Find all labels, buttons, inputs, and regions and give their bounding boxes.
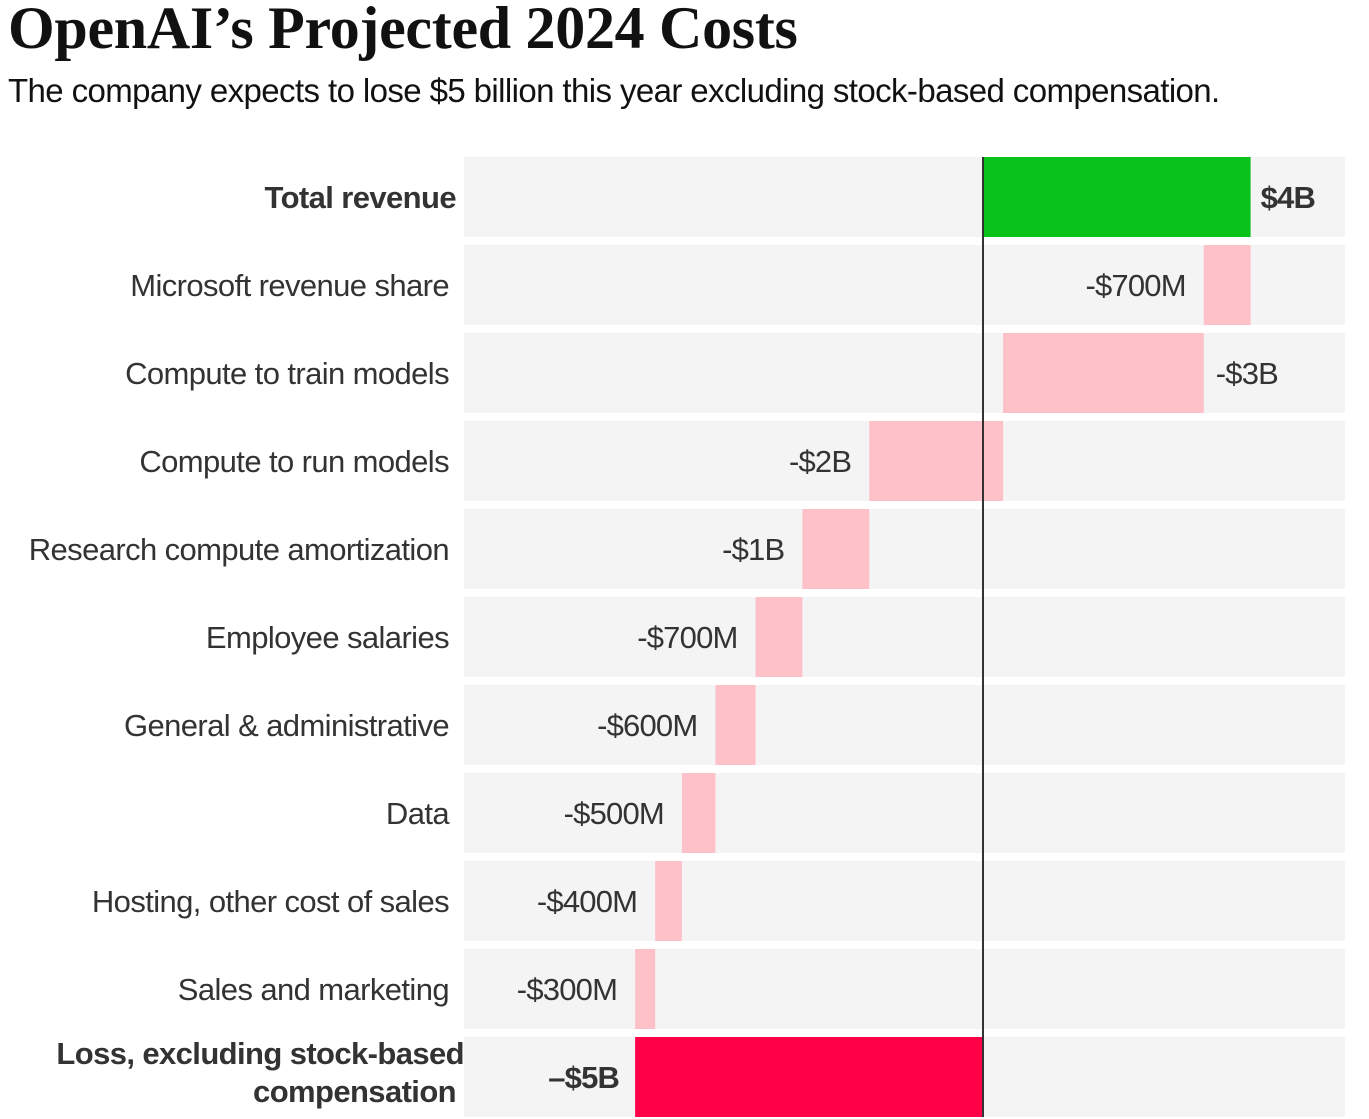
row-background [464,773,1345,853]
category-label: Compute to run models [139,444,449,479]
category-label: Research compute amortization [29,532,449,567]
value-label: -$400M [537,884,637,919]
category-label: compensation [253,1074,456,1109]
category-label: Hosting, other cost of sales [92,884,449,919]
chart-title: OpenAI’s Projected 2024 Costs [8,0,798,61]
bar-data [681,773,716,853]
row-background [464,949,1345,1029]
category-label: Employee salaries [206,620,449,655]
value-label: -$1B [722,532,784,567]
row-background [464,333,1345,413]
value-label: -$600M [597,708,697,743]
bar-total-revenue [983,157,1251,237]
value-label: -$700M [637,620,737,655]
row-background [464,861,1345,941]
category-label: Sales and marketing [178,972,449,1007]
bars [635,157,1251,1117]
value-label: -$2B [789,444,851,479]
bar-loss-excluding-stock-based-compensation [635,1037,983,1117]
value-labels: $4B -$700M -$3B -$2B -$1B -$700M -$600M -$500M -… [517,180,1316,1095]
value-label: –$5B [548,1060,619,1095]
chart-subtitle: The company expects to lose $5 billion t… [8,72,1220,109]
category-label: Microsoft revenue share [130,268,449,303]
value-label: $4B [1261,180,1315,215]
value-label: -$300M [517,972,617,1007]
bar-general-administrative [715,685,756,765]
bar-research-compute-amortization [802,509,870,589]
bar-sales-and-marketing [635,949,656,1029]
row-background [464,509,1345,589]
bar-compute-to-train-models [1003,333,1204,413]
category-labels: Total revenue Microsoft revenue share Comp… [29,180,465,1109]
row-background [464,245,1345,325]
row-background [464,685,1345,765]
row-background [464,597,1345,677]
value-label: -$3B [1216,356,1278,391]
value-label: -$500M [564,796,664,831]
bar-compute-to-run-models [869,421,1004,501]
category-label: Loss, excluding stock-based [56,1036,464,1071]
bar-employee-salaries [755,597,803,677]
bar-hosting-other-cost-of-sales [655,861,682,941]
category-label: Compute to train models [125,356,449,391]
bar-microsoft-revenue-share [1203,245,1251,325]
value-label: -$700M [1085,268,1185,303]
category-label: Data [386,796,450,831]
category-label: Total revenue [265,180,457,215]
category-label: General & administrative [124,708,449,743]
